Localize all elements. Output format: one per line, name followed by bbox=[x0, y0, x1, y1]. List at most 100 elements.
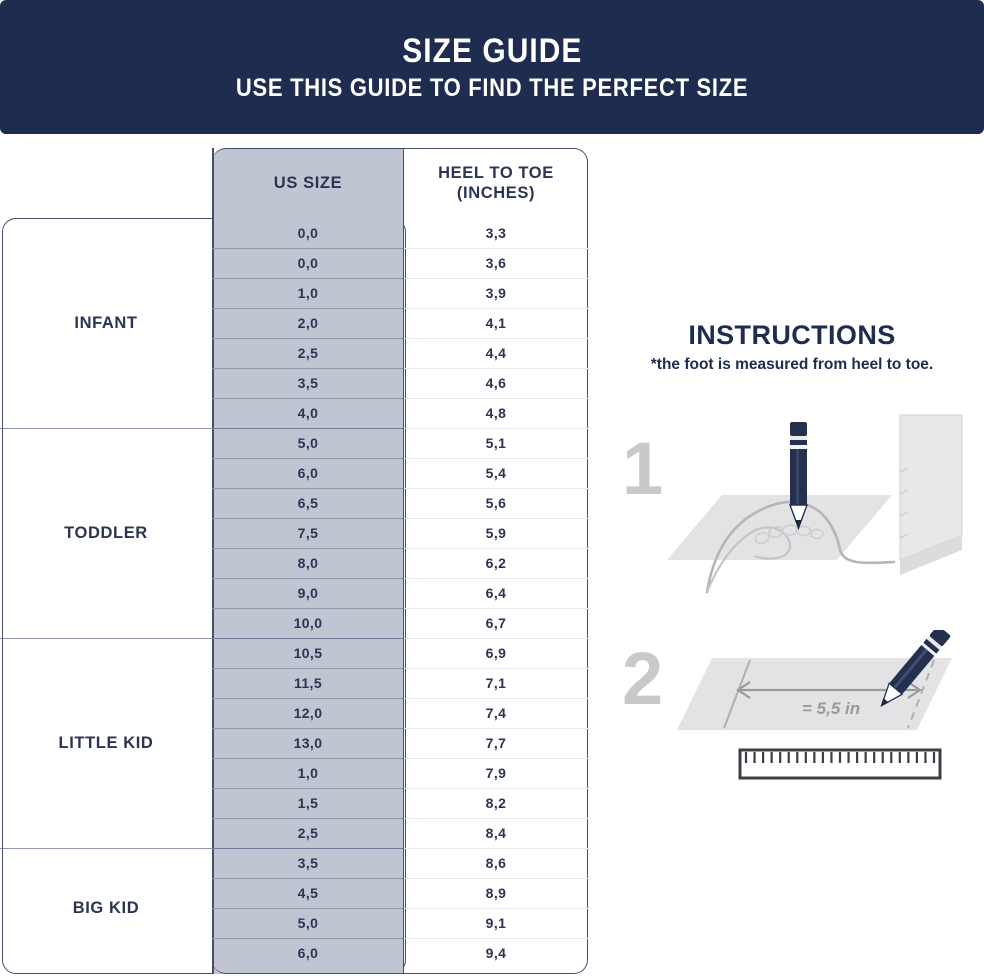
row-divider bbox=[212, 548, 588, 549]
row-divider bbox=[212, 668, 588, 669]
table-header-row: US SIZE HEEL TO TOE (INCHES) bbox=[212, 148, 588, 218]
paper-sheet-icon bbox=[677, 658, 952, 730]
cell-heel-to-toe: 9,1 bbox=[485, 915, 507, 931]
table-row: 12,0 7,4 bbox=[212, 698, 588, 728]
cell-heel-to-toe: 7,4 bbox=[485, 705, 507, 721]
column-header-us-size: US SIZE bbox=[273, 173, 343, 192]
measurement-label: = 5,5 in bbox=[802, 699, 860, 718]
cell-us-size: 3,5 bbox=[297, 375, 319, 391]
table-row: 7,5 5,9 bbox=[212, 518, 588, 548]
row-divider bbox=[212, 608, 588, 609]
table-row: 4,5 8,9 bbox=[212, 878, 588, 908]
page-header: SIZE GUIDE USE THIS GUIDE TO FIND THE PE… bbox=[0, 0, 984, 134]
us-size-column-background bbox=[212, 148, 404, 974]
table-row: 10,5 6,9 bbox=[212, 638, 588, 668]
cell-heel-to-toe: 3,9 bbox=[485, 285, 507, 301]
table-row: 1,0 3,9 bbox=[212, 278, 588, 308]
heel-line-icon bbox=[723, 659, 751, 729]
row-divider bbox=[212, 278, 588, 279]
table-row: 10,0 6,7 bbox=[212, 608, 588, 638]
cell-us-size: 5,0 bbox=[297, 915, 319, 931]
category-label: TODDLER bbox=[64, 523, 148, 542]
cell-heel-to-toe: 3,6 bbox=[485, 255, 507, 271]
instructions-title: INSTRUCTIONS bbox=[688, 320, 896, 350]
cell-us-size: 6,5 bbox=[297, 495, 319, 511]
row-divider bbox=[212, 578, 588, 579]
cell-heel-to-toe: 5,1 bbox=[485, 435, 507, 451]
cell-us-size: 6,0 bbox=[297, 465, 319, 481]
cell-heel-to-toe: 5,6 bbox=[485, 495, 507, 511]
category-divider bbox=[0, 428, 404, 430]
cell-us-size: 1,5 bbox=[297, 795, 319, 811]
category-divider bbox=[0, 848, 404, 850]
row-divider bbox=[212, 818, 588, 819]
table-row: 0,0 3,3 bbox=[212, 218, 588, 248]
cell-us-size: 7,5 bbox=[297, 525, 319, 541]
cell-heel-to-toe: 7,9 bbox=[485, 765, 507, 781]
table-row: 8,0 6,2 bbox=[212, 548, 588, 578]
category-label: INFANT bbox=[74, 313, 138, 332]
cell-us-size: 3,5 bbox=[297, 855, 319, 871]
instruction-step-1: 1 bbox=[600, 410, 984, 630]
instruction-step-2: 2 = 5,5 in bbox=[600, 630, 984, 810]
instructions-panel: INSTRUCTIONS *the foot is measured from … bbox=[600, 320, 984, 840]
table-row: 11,5 7,1 bbox=[212, 668, 588, 698]
category-label: BIG KID bbox=[72, 898, 140, 917]
cell-us-size: 1,0 bbox=[297, 285, 319, 301]
row-divider bbox=[212, 398, 588, 399]
cell-heel-to-toe: 3,3 bbox=[485, 225, 507, 241]
cell-us-size: 6,0 bbox=[297, 945, 319, 961]
cell-heel-to-toe: 6,9 bbox=[485, 645, 507, 661]
toes-icon bbox=[754, 524, 824, 545]
row-divider bbox=[212, 698, 588, 699]
cell-us-size: 4,0 bbox=[297, 405, 319, 421]
row-divider bbox=[212, 908, 588, 909]
cell-heel-to-toe: 4,1 bbox=[485, 315, 507, 331]
table-row: 3,5 4,6 bbox=[212, 368, 588, 398]
cell-us-size: 9,0 bbox=[297, 585, 319, 601]
column-header-heel-to-toe-line2: (INCHES) bbox=[456, 184, 536, 202]
column-header-heel-to-toe: HEEL TO TOE (INCHES) bbox=[404, 148, 588, 218]
cell-us-size: 2,0 bbox=[297, 315, 319, 331]
cell-us-size: 4,5 bbox=[297, 885, 319, 901]
cell-heel-to-toe: 4,4 bbox=[485, 345, 507, 361]
table-row: 1,0 7,9 bbox=[212, 758, 588, 788]
category-divider bbox=[0, 638, 404, 640]
table-row: 2,5 4,4 bbox=[212, 338, 588, 368]
table-row: 6,0 9,4 bbox=[212, 938, 588, 968]
cell-us-size: 5,0 bbox=[297, 435, 319, 451]
step-1-number: 1 bbox=[622, 427, 664, 510]
cell-heel-to-toe: 6,7 bbox=[485, 615, 507, 631]
cell-us-size: 0,0 bbox=[297, 225, 319, 241]
ruler-icon bbox=[738, 748, 942, 780]
row-divider bbox=[212, 788, 588, 789]
row-divider bbox=[212, 938, 588, 939]
wall-base-icon bbox=[900, 535, 962, 575]
cell-heel-to-toe: 9,4 bbox=[485, 945, 507, 961]
wall-edge-ticks-icon bbox=[899, 467, 909, 539]
table-row: 5,0 9,1 bbox=[212, 908, 588, 938]
cell-heel-to-toe: 4,6 bbox=[485, 375, 507, 391]
cell-us-size: 8,0 bbox=[297, 555, 319, 571]
row-divider bbox=[212, 758, 588, 759]
category-label: LITTLE KID bbox=[58, 733, 154, 752]
wall-icon bbox=[899, 414, 963, 561]
table-row: 4,0 4,8 bbox=[212, 398, 588, 428]
cell-us-size: 0,0 bbox=[297, 255, 319, 271]
row-divider bbox=[212, 878, 588, 879]
step-2-illustration: = 5,5 in bbox=[677, 630, 952, 780]
row-divider bbox=[212, 488, 588, 489]
pencil-icon bbox=[880, 630, 951, 708]
cell-us-size: 10,0 bbox=[293, 615, 323, 631]
page-title: SIZE GUIDE bbox=[401, 31, 583, 70]
row-divider bbox=[212, 338, 588, 339]
table-row: 3,5 8,6 bbox=[212, 848, 588, 878]
instructions-subtitle: *the foot is measured from heel to toe. bbox=[650, 356, 934, 373]
table-outline-left-edge bbox=[212, 148, 214, 974]
cell-heel-to-toe: 4,8 bbox=[485, 405, 507, 421]
row-divider bbox=[212, 458, 588, 459]
row-divider bbox=[212, 308, 588, 309]
cell-heel-to-toe: 8,4 bbox=[485, 825, 507, 841]
table-row: 1,5 8,2 bbox=[212, 788, 588, 818]
cell-us-size: 1,0 bbox=[297, 765, 319, 781]
